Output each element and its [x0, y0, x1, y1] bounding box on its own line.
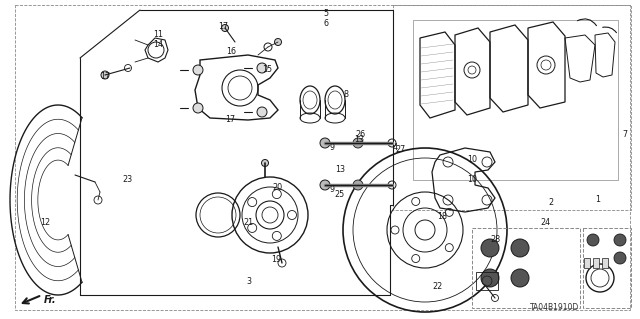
Circle shape: [320, 180, 330, 190]
Text: 13: 13: [335, 165, 345, 174]
Text: 21: 21: [243, 218, 253, 227]
Circle shape: [257, 107, 267, 117]
Text: 27: 27: [395, 145, 405, 154]
Bar: [472, 228, 580, 308]
Circle shape: [481, 269, 499, 287]
Text: 25: 25: [334, 190, 344, 199]
Text: 17: 17: [225, 115, 235, 124]
Circle shape: [481, 239, 499, 257]
Circle shape: [353, 138, 363, 148]
Text: 9: 9: [330, 185, 335, 194]
Text: 22: 22: [432, 282, 442, 291]
Text: 1: 1: [595, 195, 600, 204]
Text: 18: 18: [437, 212, 447, 221]
Text: 20: 20: [272, 183, 282, 192]
Text: 13: 13: [354, 135, 364, 144]
Circle shape: [101, 71, 109, 79]
Text: 3: 3: [246, 277, 251, 286]
Text: 7: 7: [622, 130, 627, 139]
Text: 19: 19: [271, 255, 281, 264]
Text: 6: 6: [323, 19, 328, 28]
Circle shape: [511, 269, 529, 287]
Circle shape: [193, 103, 203, 113]
Circle shape: [614, 252, 626, 264]
Circle shape: [587, 234, 599, 246]
Circle shape: [320, 138, 330, 148]
Text: 23: 23: [122, 175, 132, 184]
Bar: [476, 272, 498, 290]
Circle shape: [614, 234, 626, 246]
Text: 2: 2: [548, 198, 553, 207]
Circle shape: [353, 180, 363, 190]
Bar: [602, 258, 608, 268]
Text: 24: 24: [540, 218, 550, 227]
Text: TA04B1910D: TA04B1910D: [530, 303, 579, 312]
Text: 17: 17: [218, 22, 228, 31]
Circle shape: [221, 25, 228, 32]
Text: 11: 11: [153, 30, 163, 39]
Text: 15: 15: [262, 65, 272, 74]
Text: 4: 4: [393, 143, 398, 152]
Text: 8: 8: [343, 90, 348, 99]
Text: 16: 16: [226, 47, 236, 56]
Circle shape: [262, 160, 269, 167]
Circle shape: [257, 63, 267, 73]
Bar: [583, 228, 631, 308]
Text: 14: 14: [153, 40, 163, 49]
Text: 17: 17: [100, 72, 110, 81]
Bar: [584, 258, 590, 268]
Text: 28: 28: [490, 235, 500, 244]
Text: 9: 9: [330, 143, 335, 152]
Circle shape: [193, 65, 203, 75]
Circle shape: [275, 39, 282, 46]
Bar: [393, 5, 631, 210]
Text: Fr.: Fr.: [44, 295, 56, 305]
Text: 12: 12: [40, 218, 50, 227]
Text: 5: 5: [323, 9, 328, 18]
Circle shape: [511, 239, 529, 257]
Text: 10: 10: [467, 155, 477, 164]
Text: 26: 26: [355, 130, 365, 139]
Text: 10: 10: [467, 175, 477, 184]
Bar: [593, 258, 599, 268]
